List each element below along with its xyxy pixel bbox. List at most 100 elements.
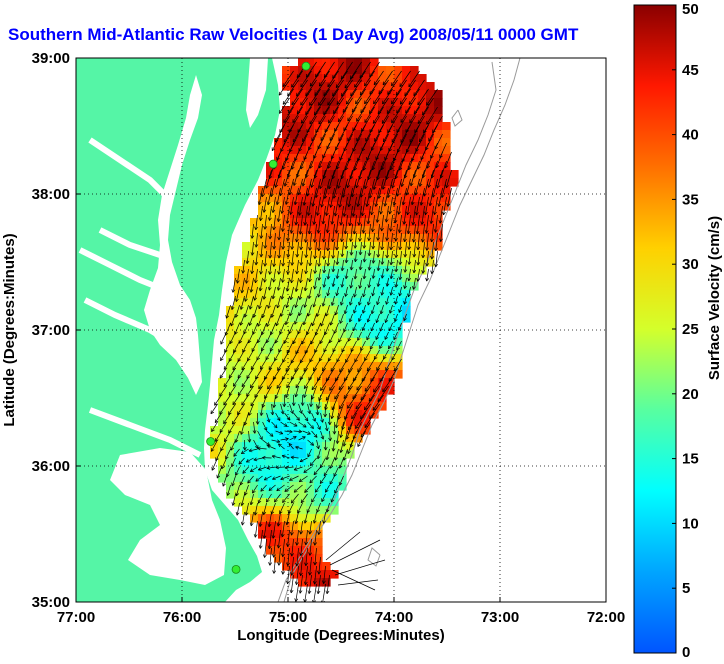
heat-cell bbox=[410, 66, 419, 75]
heat-cell bbox=[266, 394, 275, 403]
heat-cell bbox=[426, 234, 435, 243]
heat-cell bbox=[314, 354, 323, 363]
heat-cell bbox=[370, 122, 379, 131]
heat-cell bbox=[322, 474, 331, 483]
heat-cell bbox=[258, 234, 267, 243]
heat-cell bbox=[434, 90, 443, 99]
heat-cell bbox=[370, 258, 379, 267]
heat-cell bbox=[250, 306, 259, 315]
heat-cell bbox=[282, 402, 291, 411]
heat-cell bbox=[306, 250, 315, 259]
heat-cell bbox=[370, 306, 379, 315]
heat-cell bbox=[322, 258, 331, 267]
heat-cell bbox=[402, 154, 411, 163]
heat-cell bbox=[418, 242, 427, 251]
heat-cell bbox=[282, 66, 291, 75]
heat-cell bbox=[362, 290, 371, 299]
heat-cell bbox=[290, 242, 299, 251]
heat-cell bbox=[426, 210, 435, 219]
heat-cell bbox=[314, 402, 323, 411]
heat-cell bbox=[346, 202, 355, 211]
heat-cell bbox=[266, 506, 275, 515]
heat-cell bbox=[282, 538, 291, 547]
heat-cell bbox=[266, 354, 275, 363]
heat-cell bbox=[386, 274, 395, 283]
chart-title: Southern Mid-Atlantic Raw Velocities (1 … bbox=[8, 25, 579, 44]
heat-cell bbox=[274, 258, 283, 267]
heat-cell bbox=[218, 418, 227, 427]
heat-cell bbox=[218, 474, 227, 483]
heat-cell bbox=[298, 530, 307, 539]
heat-cell bbox=[338, 346, 347, 355]
heat-cell bbox=[234, 442, 243, 451]
heat-cell bbox=[290, 218, 299, 227]
heat-cell bbox=[282, 330, 291, 339]
heat-cell bbox=[394, 242, 403, 251]
heat-cell bbox=[258, 266, 267, 275]
heat-cell bbox=[378, 250, 387, 259]
heat-cell bbox=[290, 522, 299, 531]
heat-cell bbox=[306, 434, 315, 443]
heat-cell bbox=[362, 298, 371, 307]
heat-cell bbox=[258, 298, 267, 307]
heat-cell bbox=[322, 274, 331, 283]
heat-cell bbox=[234, 282, 243, 291]
heat-cell bbox=[346, 402, 355, 411]
heat-cell bbox=[314, 506, 323, 515]
heat-cell bbox=[282, 154, 291, 163]
heat-cell bbox=[282, 266, 291, 275]
heat-cell bbox=[274, 458, 283, 467]
heat-cell bbox=[330, 234, 339, 243]
heat-cell bbox=[346, 242, 355, 251]
heat-cell bbox=[242, 346, 251, 355]
heat-cell bbox=[322, 306, 331, 315]
heat-cell bbox=[242, 354, 251, 363]
heat-cell bbox=[434, 218, 443, 227]
heat-cell bbox=[314, 546, 323, 555]
heat-cell bbox=[226, 450, 235, 459]
heat-cell bbox=[242, 298, 251, 307]
heat-cell bbox=[314, 58, 323, 67]
heat-cell bbox=[274, 274, 283, 283]
heat-cell bbox=[378, 330, 387, 339]
heat-cell bbox=[330, 250, 339, 259]
heat-cell bbox=[258, 418, 267, 427]
heat-cell bbox=[274, 498, 283, 507]
heat-cell bbox=[394, 162, 403, 171]
heat-cell bbox=[298, 450, 307, 459]
heat-cell bbox=[354, 330, 363, 339]
heat-cell bbox=[282, 298, 291, 307]
heat-cell bbox=[258, 250, 267, 259]
heat-cell bbox=[330, 282, 339, 291]
heat-cell bbox=[426, 162, 435, 171]
heat-cell bbox=[298, 442, 307, 451]
heat-cell bbox=[250, 482, 259, 491]
heat-cell bbox=[314, 346, 323, 355]
heat-cell bbox=[442, 138, 451, 147]
heat-cell bbox=[282, 194, 291, 203]
heat-cell bbox=[322, 354, 331, 363]
heat-cell bbox=[434, 98, 443, 107]
heat-cell bbox=[298, 258, 307, 267]
heat-cell bbox=[386, 66, 395, 75]
heat-cell bbox=[290, 426, 299, 435]
heat-cell bbox=[442, 162, 451, 171]
heat-cell bbox=[362, 58, 371, 67]
heat-cell bbox=[314, 474, 323, 483]
heat-cell bbox=[242, 250, 251, 259]
heat-cell bbox=[266, 490, 275, 499]
heat-cell bbox=[354, 306, 363, 315]
heat-cell bbox=[362, 346, 371, 355]
heat-cell bbox=[378, 266, 387, 275]
heat-cell bbox=[218, 426, 227, 435]
heat-cell bbox=[290, 434, 299, 443]
heat-cell bbox=[322, 482, 331, 491]
heat-cell bbox=[266, 458, 275, 467]
heat-cell bbox=[306, 266, 315, 275]
heat-cell bbox=[306, 442, 315, 451]
heat-cell bbox=[402, 250, 411, 259]
heat-cell bbox=[218, 458, 227, 467]
heat-cell bbox=[402, 210, 411, 219]
heat-cell bbox=[370, 202, 379, 211]
